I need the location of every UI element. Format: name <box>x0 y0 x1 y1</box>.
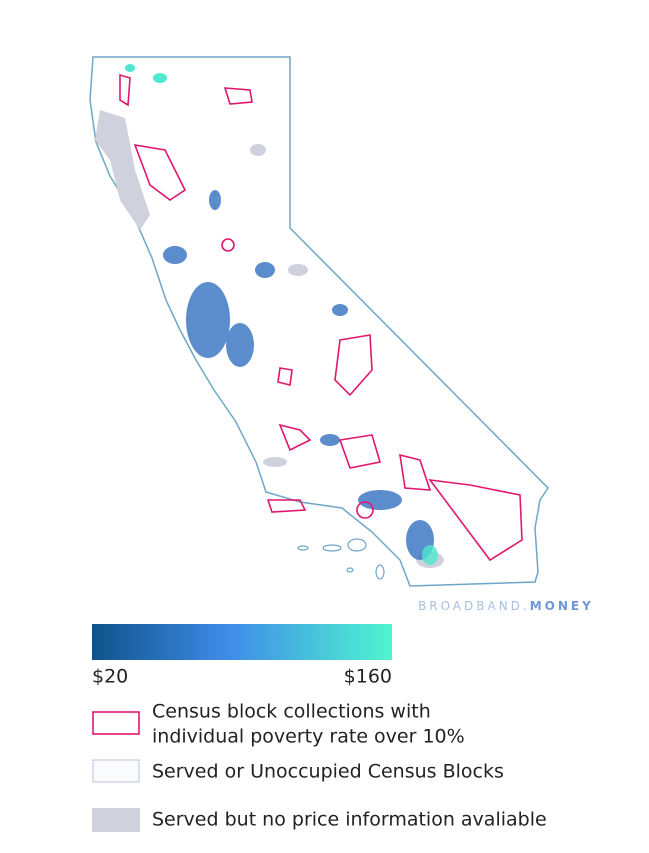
brand-second: MONEY <box>530 599 594 613</box>
brand-first: BROADBAND. <box>418 599 530 613</box>
legend-swatch <box>92 759 140 783</box>
state-map <box>89 56 549 587</box>
scale-min-label: $20 <box>92 666 128 688</box>
legend-swatch <box>92 711 140 735</box>
legend-swatch <box>92 808 140 832</box>
legend-label: Served but no price information avaliabl… <box>152 809 547 831</box>
legend-label: individual poverty rate over 10% <box>152 726 465 748</box>
scale-max-label: $160 <box>344 666 392 688</box>
brand-logo: BROADBAND.MONEY <box>418 599 594 613</box>
legend-label: Census block collections with <box>152 701 431 723</box>
color-scale <box>92 624 392 660</box>
legend-label: Served or Unoccupied Census Blocks <box>152 761 504 783</box>
